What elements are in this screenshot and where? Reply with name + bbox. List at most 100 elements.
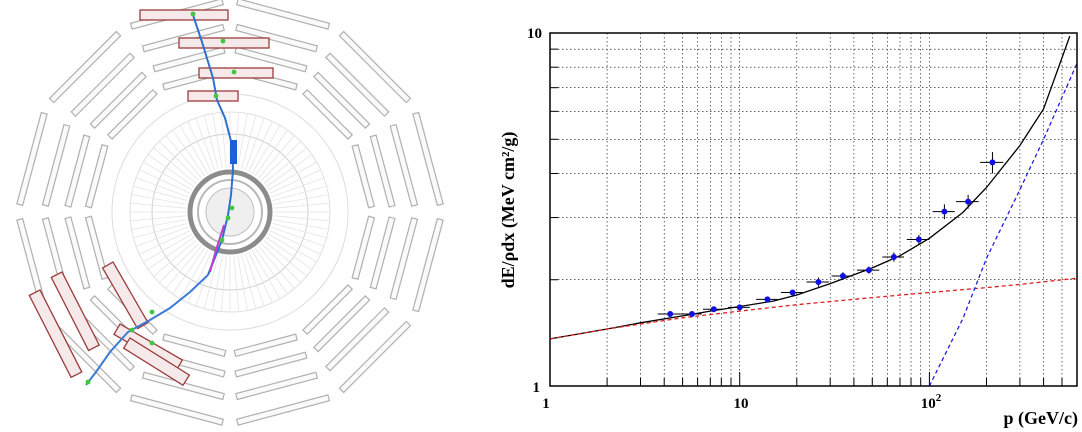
data-point bbox=[789, 289, 796, 296]
data-point bbox=[839, 272, 846, 279]
muon-station bbox=[101, 261, 149, 330]
calorimeter-cell-line bbox=[233, 255, 240, 312]
calorimeter-cell-line bbox=[272, 185, 327, 201]
muon-chamber bbox=[64, 216, 91, 290]
muon-chamber bbox=[41, 123, 71, 207]
calorimeter-region bbox=[111, 93, 349, 331]
chart-curves bbox=[549, 35, 1078, 387]
y-axis-title: dE/ρdx (MeV cm²/g) bbox=[498, 132, 519, 289]
calorimeter-cell-line bbox=[159, 242, 200, 283]
calorimeter-cell-line bbox=[251, 249, 281, 299]
data-point bbox=[915, 236, 922, 243]
track-hit bbox=[149, 340, 155, 346]
muon-chamber bbox=[389, 217, 419, 301]
data-point bbox=[865, 267, 872, 274]
calorimeter-cell-line bbox=[212, 255, 223, 311]
muon-station bbox=[187, 90, 239, 102]
calorimeter-cell-line bbox=[165, 245, 203, 289]
chart-grid bbox=[550, 33, 1078, 386]
muon-chamber bbox=[48, 30, 122, 104]
calorimeter-cell-line bbox=[248, 121, 273, 173]
muon-chamber bbox=[106, 88, 158, 140]
calorimeter-cell-line bbox=[244, 253, 265, 307]
calorimeter-cell-line bbox=[241, 254, 257, 309]
dedx-chart: 1 10 102 1 10 p (GeV/c) dE/ρdx (MeV cm²/… bbox=[498, 26, 1078, 429]
calorimeter-cell-line bbox=[220, 112, 227, 169]
calorimeter-cell-line bbox=[153, 147, 197, 185]
muon-chamber bbox=[70, 52, 136, 118]
calorimeter-cell-line bbox=[187, 251, 212, 303]
data-point bbox=[890, 253, 897, 260]
muon-chamber bbox=[235, 23, 319, 53]
muon-chamber bbox=[351, 215, 376, 280]
data-point bbox=[764, 296, 771, 303]
calorimeter-cell-line bbox=[133, 185, 188, 201]
muon-track bbox=[85, 11, 237, 386]
calorimeter-cell-line bbox=[139, 169, 191, 194]
calorimeter-cell-line bbox=[139, 230, 191, 255]
data-point bbox=[965, 198, 972, 205]
muon-station bbox=[50, 271, 101, 352]
chart-ticks bbox=[549, 32, 1078, 387]
calorimeter-cell-line bbox=[263, 239, 307, 277]
calorimeter-cell-line bbox=[254, 129, 288, 177]
muon-chamber bbox=[302, 88, 354, 140]
calorimeter-cell-line bbox=[130, 202, 187, 209]
calorimeter-cell-line bbox=[203, 254, 219, 309]
calorimeter-cell-line bbox=[267, 161, 317, 191]
calorimeter-cell-line bbox=[220, 255, 227, 312]
chart-points bbox=[657, 152, 1004, 317]
calorimeter-cell-line bbox=[143, 233, 193, 263]
muon-chamber bbox=[84, 215, 109, 280]
calorimeter-cell-line bbox=[257, 245, 295, 289]
calorimeter-cell-line bbox=[269, 230, 321, 255]
muon-station bbox=[139, 9, 229, 21]
calorimeter-cell-line bbox=[248, 251, 273, 303]
track-hit bbox=[220, 38, 226, 44]
muon-chamber bbox=[369, 216, 396, 290]
calorimeter-cell-line bbox=[133, 223, 188, 239]
muon-chamber bbox=[84, 144, 109, 209]
x-axis-title: p (GeV/c) bbox=[1004, 408, 1078, 429]
calorimeter-cell-line bbox=[244, 117, 265, 171]
calorimeter-cell-line bbox=[165, 135, 203, 179]
calorimeter-cell-line bbox=[172, 129, 206, 177]
muon-chamber bbox=[235, 0, 331, 30]
calorimeter-cell-line bbox=[271, 226, 325, 247]
calorimeter-cell-line bbox=[251, 125, 281, 175]
muon-chamber bbox=[235, 394, 331, 426]
calorimeter-cell-line bbox=[237, 113, 248, 169]
calorimeter-cell-line bbox=[273, 194, 329, 205]
track-hit bbox=[229, 205, 235, 211]
x-tick-label-10: 10 bbox=[734, 396, 749, 412]
data-point bbox=[989, 159, 996, 166]
calorimeter-cell-line bbox=[267, 233, 317, 263]
track-hit bbox=[225, 215, 231, 221]
calorimeter-cell-line bbox=[143, 161, 193, 191]
curve-2 bbox=[549, 277, 1078, 340]
calorimeter-cell-line bbox=[159, 141, 200, 182]
track-hit bbox=[219, 237, 225, 243]
calorimeter-cell-line bbox=[172, 247, 206, 295]
calorimeter-cell-line bbox=[273, 202, 330, 209]
track-hit bbox=[129, 327, 135, 333]
calorimeter-cell-line bbox=[265, 154, 313, 188]
calorimeter-cell-line bbox=[260, 242, 301, 283]
muon-chamber bbox=[235, 371, 319, 401]
calorimeter-cell-line bbox=[131, 219, 187, 230]
calorimeter-cell-line bbox=[147, 154, 195, 188]
muon-chamber bbox=[324, 306, 390, 372]
plot-frame bbox=[549, 32, 1078, 387]
data-point bbox=[941, 208, 948, 215]
calorimeter-cell-line bbox=[153, 239, 197, 277]
muon-chamber bbox=[234, 46, 308, 73]
muon-station bbox=[28, 289, 83, 379]
muon-chamber bbox=[313, 71, 371, 129]
calorimeter-cell-line bbox=[254, 247, 288, 295]
calorimeter-cell-line bbox=[179, 249, 209, 299]
curve-3 bbox=[928, 63, 1078, 387]
data-point bbox=[667, 310, 674, 317]
calorimeter-cell-line bbox=[195, 117, 216, 171]
calorimeter-cell-line bbox=[130, 215, 187, 222]
calorimeter-cell-line bbox=[147, 236, 195, 270]
